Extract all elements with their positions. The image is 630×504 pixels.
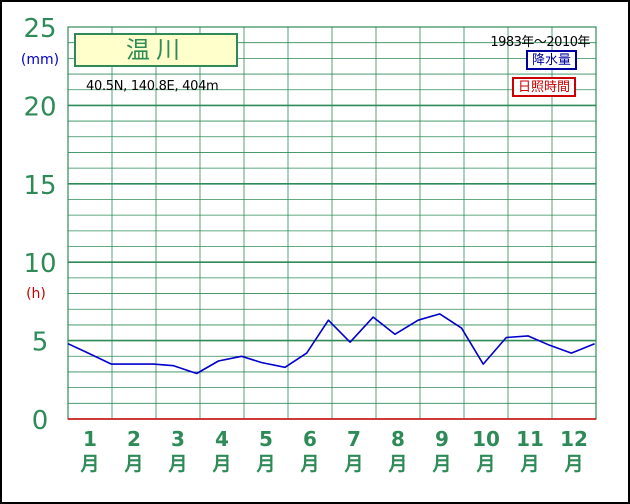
series-layer	[67, 313, 595, 375]
period-label: 1983年～2010年	[490, 35, 590, 50]
month-number: 2	[127, 427, 141, 451]
month-suffix: 月	[519, 453, 539, 475]
month-number: 4	[215, 427, 229, 451]
month-number: 12	[560, 427, 588, 451]
station-coords: 40.5N, 140.8E, 404m	[86, 79, 219, 94]
month-suffix: 月	[431, 453, 451, 475]
month-number: 10	[472, 427, 500, 451]
month-suffix: 月	[123, 453, 143, 475]
y-unit-mm: (mm)	[21, 52, 59, 68]
month-suffix: 月	[79, 453, 99, 475]
legend-precip: 降水量	[526, 50, 578, 70]
y-tick-label: 15	[23, 171, 56, 201]
y-tick-label: 10	[23, 249, 56, 279]
y-axis-ticks: 0 5 10 15 20 25	[23, 14, 56, 436]
station-name: 温川	[74, 33, 238, 67]
y-tick-label: 0	[32, 406, 49, 436]
y-tick-label: 25	[23, 14, 56, 44]
month-suffix: 月	[563, 453, 583, 475]
month-suffix: 月	[475, 453, 495, 475]
y-tick-label: 20	[23, 92, 56, 122]
legend-sunshine: 日照時間	[512, 77, 577, 97]
precip-line	[67, 313, 595, 375]
month-number: 8	[391, 427, 405, 451]
month-suffix: 月	[387, 453, 407, 475]
month-suffix: 月	[299, 453, 319, 475]
y-unit-h: (h)	[26, 286, 46, 302]
month-suffix: 月	[211, 453, 231, 475]
month-number: 9	[435, 427, 449, 451]
month-suffix: 月	[343, 453, 363, 475]
y-tick-label: 5	[32, 328, 49, 358]
month-number: 11	[516, 427, 544, 451]
month-suffix: 月	[167, 453, 187, 475]
month-number: 7	[347, 427, 361, 451]
month-number: 1	[83, 427, 97, 451]
month-number: 6	[303, 427, 317, 451]
month-number: 3	[171, 427, 185, 451]
month-suffix: 月	[255, 453, 275, 475]
month-number: 5	[259, 427, 273, 451]
